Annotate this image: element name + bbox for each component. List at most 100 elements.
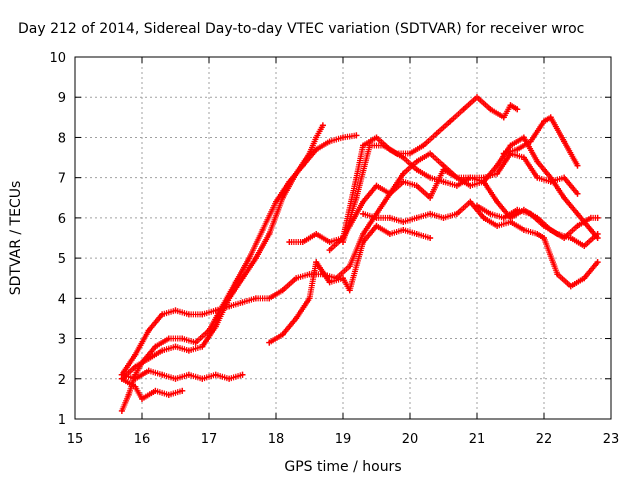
data-point	[179, 335, 186, 342]
data-point	[514, 146, 521, 153]
data-point	[353, 174, 360, 181]
data-point	[413, 182, 420, 189]
data-point	[494, 198, 501, 205]
data-point	[279, 194, 286, 201]
data-point	[520, 134, 527, 141]
data-point	[413, 214, 420, 221]
data-point	[313, 134, 320, 141]
data-point	[293, 315, 300, 322]
data-point	[340, 275, 346, 282]
data-point	[587, 214, 594, 221]
data-point	[494, 222, 501, 229]
data-point	[266, 295, 273, 302]
data-point	[239, 299, 246, 306]
data-point	[306, 271, 313, 278]
data-point	[433, 130, 440, 137]
data-point	[360, 210, 367, 217]
y-tick-label: 3	[58, 333, 66, 348]
data-point	[226, 375, 233, 382]
data-point	[587, 226, 594, 233]
data-point	[165, 335, 172, 342]
series-trace-4	[118, 375, 186, 402]
data-point	[286, 239, 293, 246]
data-point	[139, 395, 145, 402]
data-point	[400, 226, 407, 233]
data-point	[159, 371, 166, 378]
data-point	[453, 210, 460, 217]
data-point	[554, 230, 561, 237]
data-point	[467, 182, 474, 189]
x-tick-label: 17	[201, 432, 218, 447]
data-point	[474, 94, 480, 101]
data-point	[520, 226, 527, 233]
data-point	[386, 146, 393, 153]
x-tick-label: 20	[402, 432, 419, 447]
data-point	[132, 375, 139, 382]
data-point	[400, 178, 407, 185]
y-tick-label: 2	[58, 373, 66, 388]
series-trace-3	[118, 122, 326, 382]
data-point	[594, 230, 601, 237]
data-point	[520, 154, 527, 161]
data-point	[386, 230, 393, 237]
ticks	[74, 56, 612, 420]
data-point	[561, 138, 568, 145]
data-point	[212, 307, 219, 314]
data-point	[185, 371, 192, 378]
x-tick-label: 23	[603, 432, 620, 447]
data-point	[547, 114, 554, 121]
data-point	[507, 102, 514, 109]
data-point	[400, 218, 407, 225]
y-tick-label: 4	[58, 292, 66, 307]
data-point	[541, 118, 547, 125]
data-point	[313, 230, 320, 237]
data-point	[172, 375, 179, 382]
data-point	[440, 166, 447, 173]
data-point	[192, 339, 199, 346]
data-point	[340, 134, 346, 141]
data-point	[453, 174, 460, 181]
data-point	[400, 154, 407, 161]
data-point	[474, 202, 480, 209]
data-point	[132, 351, 139, 358]
data-point	[500, 114, 507, 121]
data-point	[239, 371, 246, 378]
y-tick-label: 5	[58, 252, 66, 267]
data-point	[185, 347, 192, 354]
series-markers	[286, 150, 581, 246]
data-point	[534, 158, 541, 165]
data-point	[306, 150, 313, 157]
y-tick-label: 8	[58, 131, 66, 146]
data-point	[226, 295, 233, 302]
series-trace-6	[266, 222, 434, 346]
data-point	[527, 210, 534, 217]
data-point	[386, 214, 393, 221]
data-point	[319, 122, 326, 129]
data-point	[326, 239, 333, 246]
data-point	[252, 255, 259, 262]
data-point	[199, 375, 206, 382]
data-point	[145, 367, 152, 374]
data-point	[299, 239, 306, 246]
data-point	[413, 166, 420, 173]
data-point	[259, 226, 266, 233]
data-point	[561, 194, 568, 201]
series-trace-8	[360, 198, 601, 290]
data-point	[427, 194, 434, 201]
data-point	[534, 174, 541, 181]
series-trace-11	[326, 134, 601, 254]
x-tick-label: 21	[469, 432, 486, 447]
data-point	[541, 235, 547, 241]
data-point	[507, 142, 514, 149]
data-point	[118, 371, 125, 378]
data-point	[326, 279, 333, 286]
data-point	[152, 387, 159, 394]
data-point	[413, 230, 420, 237]
data-point	[326, 247, 333, 254]
x-tick-label: 16	[134, 432, 151, 447]
data-point	[480, 214, 487, 221]
data-point	[159, 347, 166, 354]
data-point	[574, 162, 581, 169]
data-point	[252, 295, 259, 302]
data-point	[353, 132, 360, 139]
